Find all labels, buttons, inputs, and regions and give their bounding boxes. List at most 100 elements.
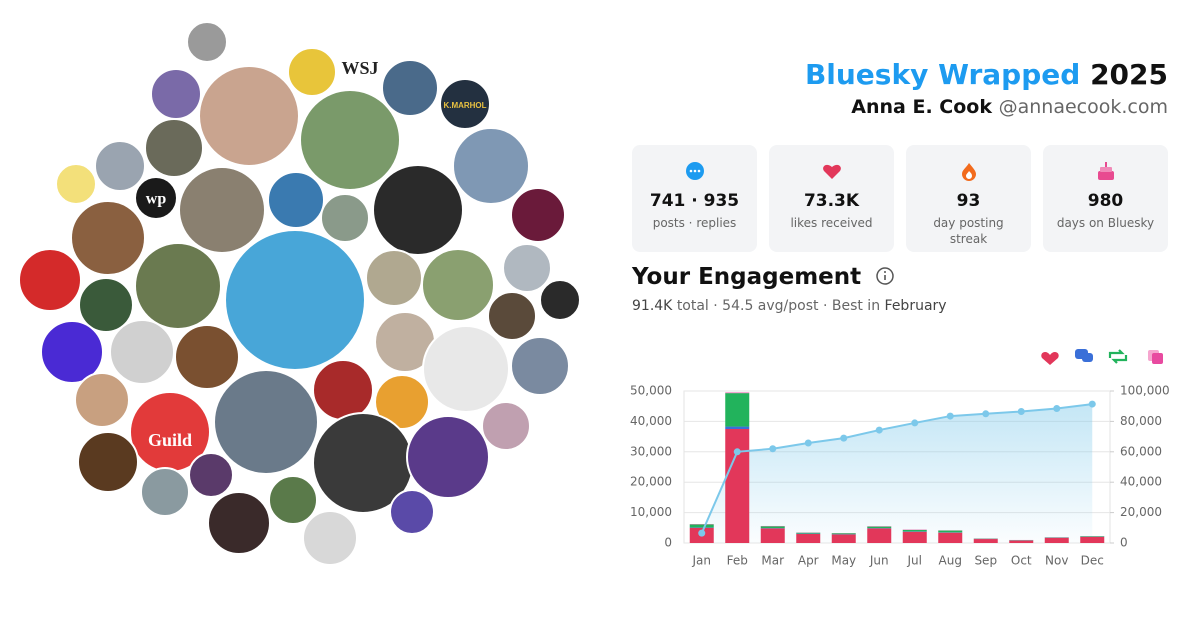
avatar[interactable] xyxy=(78,277,134,333)
user-name: Anna E. Cook xyxy=(851,96,992,118)
avatar[interactable] xyxy=(374,374,430,430)
stat-label: day posting streak xyxy=(933,216,1004,246)
y-tick-label: 20,000 xyxy=(630,475,672,489)
x-tick-label: Jun xyxy=(869,554,889,568)
avatar[interactable] xyxy=(372,164,464,256)
y-tick-label: 40,000 xyxy=(630,414,672,428)
avatar[interactable] xyxy=(452,127,530,205)
avatar[interactable] xyxy=(287,47,337,97)
total-label: total xyxy=(676,298,709,314)
avatar[interactable] xyxy=(365,249,423,307)
point xyxy=(698,529,706,537)
avatar[interactable] xyxy=(77,431,139,493)
x-tick-label: Oct xyxy=(1011,554,1032,568)
stat-value: 73.3K xyxy=(803,191,860,211)
avatar[interactable] xyxy=(94,140,146,192)
bar xyxy=(1044,537,1069,543)
x-tick-label: Apr xyxy=(798,554,819,568)
engagement-summary: 91.4K total · 54.5 avg/post · Best in Fe… xyxy=(632,298,947,314)
x-tick-label: Dec xyxy=(1081,554,1104,568)
avatar[interactable] xyxy=(144,118,204,178)
bar xyxy=(796,533,821,543)
avatar[interactable] xyxy=(268,475,318,525)
avatar[interactable] xyxy=(510,187,566,243)
avatar[interactable] xyxy=(487,291,537,341)
stat-label: days on Bluesky xyxy=(1056,216,1155,230)
avatar[interactable] xyxy=(510,336,570,396)
x-tick-label: Jul xyxy=(907,554,922,568)
avatar[interactable] xyxy=(299,89,401,191)
avatar[interactable] xyxy=(188,452,234,498)
legend-replies[interactable] xyxy=(1075,349,1093,362)
y2-tick-label: 20,000 xyxy=(1120,505,1162,519)
point xyxy=(982,410,990,418)
bar xyxy=(867,526,892,529)
stat-icon xyxy=(961,163,976,181)
avatar[interactable] xyxy=(389,489,435,535)
x-tick-label: Feb xyxy=(727,554,748,568)
avatar[interactable] xyxy=(186,21,228,63)
avatar[interactable] xyxy=(502,243,552,293)
avatar[interactable] xyxy=(109,319,175,385)
x-tick-label: May xyxy=(831,554,856,568)
avatar[interactable] xyxy=(267,171,325,229)
best-month: February xyxy=(884,298,947,314)
engagement-chart: 0 10,000 20,000 30,000 40,000 50,000 0 20,000 40… xyxy=(630,349,1170,568)
avatar-label: Guild xyxy=(148,430,192,450)
avatar-collage: WSJ wp K.MARHOL Guild xyxy=(18,21,581,566)
avatar[interactable] xyxy=(150,68,202,120)
y2-tick-label: 100,000 xyxy=(1120,384,1170,398)
avatar[interactable] xyxy=(178,166,266,254)
stat-card: 980 days on Bluesky xyxy=(1043,145,1168,252)
area xyxy=(701,404,1093,543)
avatar[interactable] xyxy=(381,59,439,117)
total: 91.4K xyxy=(632,298,673,314)
stat-card: 93 day posting streak xyxy=(906,145,1031,252)
bar xyxy=(867,528,892,543)
avatar[interactable] xyxy=(134,242,222,330)
stat-icon xyxy=(1097,162,1114,180)
x-tick-label: Jan xyxy=(692,554,712,568)
bar xyxy=(902,531,927,543)
avatar[interactable] xyxy=(302,510,358,566)
avatar[interactable] xyxy=(40,320,104,384)
avatar[interactable] xyxy=(134,176,178,220)
engagement-title: Your Engagement xyxy=(632,264,895,290)
point xyxy=(769,445,777,453)
avatar[interactable] xyxy=(198,65,300,167)
avatar[interactable] xyxy=(320,193,370,243)
bar xyxy=(973,539,998,543)
legend-likes[interactable] xyxy=(1041,351,1059,365)
avatar[interactable] xyxy=(439,78,491,130)
avatar[interactable] xyxy=(174,324,240,390)
avatar[interactable] xyxy=(422,325,510,413)
legend-reposts[interactable] xyxy=(1108,349,1128,364)
brand: Bluesky Wrapped xyxy=(804,58,1081,91)
avatar[interactable] xyxy=(18,248,82,312)
legend-quotes[interactable] xyxy=(1148,350,1163,364)
avatar[interactable] xyxy=(481,401,531,451)
avatar[interactable] xyxy=(421,248,495,322)
avatar[interactable] xyxy=(312,359,374,421)
x-tick-label: Nov xyxy=(1045,554,1068,568)
stat-label: posts · replies xyxy=(652,216,737,230)
avatar[interactable] xyxy=(213,369,319,475)
avatar[interactable] xyxy=(74,372,130,428)
avatar[interactable] xyxy=(70,200,146,276)
handle[interactable]: @annaecook.com xyxy=(998,96,1168,118)
avatar[interactable] xyxy=(55,163,97,205)
avatar[interactable] xyxy=(207,491,271,555)
bar xyxy=(1080,536,1105,543)
info-icon[interactable] xyxy=(875,266,895,286)
stat-value: 93 xyxy=(956,191,981,211)
y-tick-label: 50,000 xyxy=(630,384,672,398)
avatar[interactable] xyxy=(539,279,581,321)
avatar-label: WSJ xyxy=(341,58,378,78)
avatar[interactable] xyxy=(224,229,366,371)
avatar[interactable] xyxy=(406,415,490,499)
bar xyxy=(689,524,714,528)
point xyxy=(875,426,883,434)
avatar[interactable] xyxy=(140,467,190,517)
point xyxy=(1017,408,1025,416)
